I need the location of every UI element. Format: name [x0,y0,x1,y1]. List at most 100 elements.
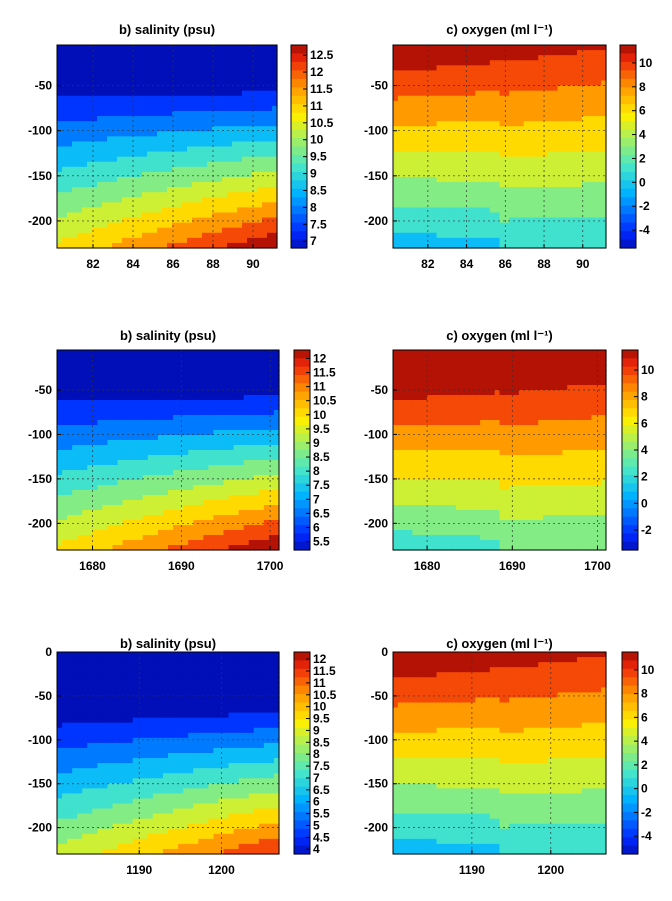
field-cell [237,212,243,219]
field-cell [202,55,208,61]
field-cell [117,375,124,381]
field-cell [72,505,78,511]
field-cell [183,420,189,426]
field-cell [494,105,501,112]
field-cell [142,405,149,411]
x-tick-label: 90 [246,257,260,271]
field-cell [218,365,225,371]
field-cell [112,192,118,198]
field-cell [232,60,238,66]
field-cell [451,217,457,224]
field-cell [202,187,208,193]
field-cell [543,65,549,71]
field-cell [489,70,496,77]
field-cell [117,380,124,386]
field-cell [157,116,163,122]
field-cell [407,105,413,112]
field-cell [504,182,510,188]
field-cell [446,237,452,244]
field-cell [112,187,118,193]
field-cell [586,212,593,219]
colorbar-segment [291,146,307,156]
field-cell [267,156,273,163]
field-cell [422,80,428,87]
field-cell [547,212,554,219]
field-cell [272,95,278,102]
field-cell [426,131,433,137]
field-cell [102,116,108,122]
field-cell [212,202,218,208]
field-cell [596,151,602,158]
field-cell [198,475,204,481]
field-cell [87,520,93,526]
field-cell [193,390,199,396]
field-cell [127,242,133,249]
field-cell [217,95,223,102]
field-cell [188,505,194,511]
field-cell [167,161,173,168]
field-cell [112,136,118,143]
field-cell [157,227,163,234]
field-cell [67,360,73,366]
field-cell [97,217,103,224]
field-cell [489,75,496,82]
field-cell [212,105,218,112]
field-cell [586,176,593,183]
field-cell [92,495,98,501]
field-cell [178,490,184,496]
field-cell [183,415,189,421]
field-cell [117,425,124,431]
field-cell [407,60,413,66]
field-cell [499,110,505,117]
field-cell [232,161,238,168]
field-cell [82,90,88,97]
field-cell [62,420,68,426]
field-cell [475,105,481,112]
field-cell [122,485,129,491]
field-cell [431,45,438,51]
field-cell [426,227,433,234]
y-tick-label: -100 [364,124,388,138]
field-cell [218,480,225,486]
field-cell [117,136,123,143]
field-cell [82,146,88,153]
field-cell [237,217,243,224]
field-cell [393,161,399,168]
field-cell [112,131,118,137]
field-cell [187,242,193,249]
field-cell [142,116,148,122]
field-cell [72,55,78,61]
field-cell [431,192,438,198]
field-cell [197,110,203,117]
field-cell [87,365,93,371]
field-cell [212,75,218,82]
field-cell [203,475,209,481]
colorbar-segment [620,163,636,173]
field-cell [72,121,78,127]
field-cell [142,136,148,143]
field-cell [417,242,423,249]
field-cell [422,136,428,143]
field-cell [547,90,554,97]
field-cell [82,60,88,66]
field-cell [402,146,409,153]
field-cell [576,146,583,153]
field-cell [470,50,476,56]
field-cell [252,171,258,178]
field-cell [112,197,118,203]
field-cell [197,171,203,178]
field-cell [132,85,138,92]
field-cell [441,95,447,102]
field-cell [446,126,452,132]
field-cell [572,50,578,56]
field-cell [552,50,559,56]
field-cell [412,110,418,117]
field-cell [247,182,253,188]
field-cell [92,535,98,541]
field-cell [167,217,173,224]
field-cell [193,460,199,466]
field-cell [212,197,218,203]
field-cell [586,100,593,107]
field-cell [436,207,443,214]
field-cell [518,65,525,71]
